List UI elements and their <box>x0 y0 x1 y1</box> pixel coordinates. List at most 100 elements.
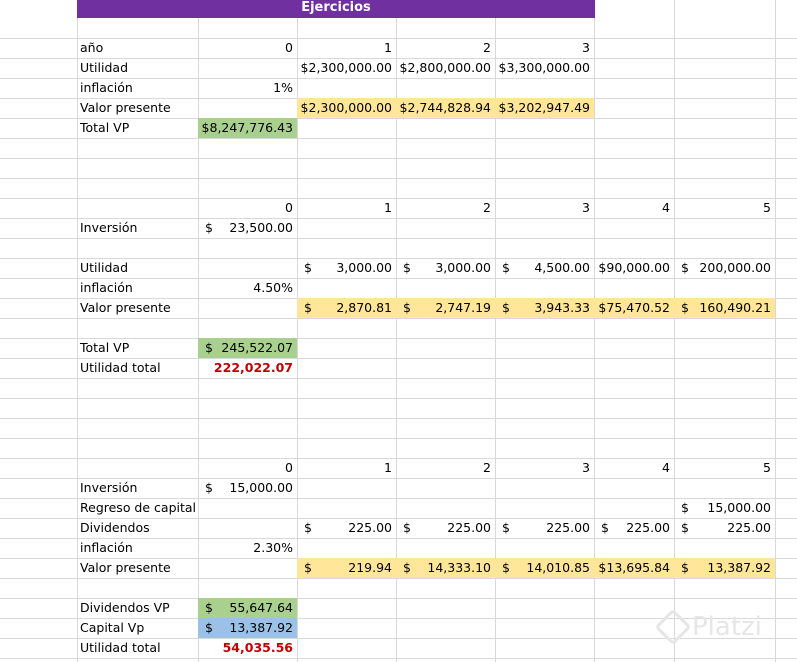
year-header-cell[interactable]: 2 <box>483 40 491 55</box>
currency-symbol: $ <box>681 500 689 515</box>
amount: 14,333.10 <box>427 560 491 575</box>
present-value-cell[interactable]: $2,744,828.94 <box>396 98 495 118</box>
investment-cell[interactable]: $15,000.00 <box>198 478 297 498</box>
dividends-vp-cell[interactable]: $55,647.64 <box>198 598 297 618</box>
label-cell[interactable]: Inversión <box>80 220 138 235</box>
value-cell[interactable]: $3,000.00 <box>396 258 495 278</box>
value-cell[interactable]: $4,500.00 <box>495 258 594 278</box>
year-header-cell[interactable]: 0 <box>285 460 293 475</box>
label-cell[interactable]: Utilidad <box>80 60 128 75</box>
inflation-cell[interactable]: 4.50% <box>253 280 293 295</box>
gridline <box>198 0 199 662</box>
gridline <box>0 478 797 479</box>
year-header-cell[interactable]: 4 <box>662 460 670 475</box>
year-header-cell[interactable]: 2 <box>483 460 491 475</box>
total-profit-cell[interactable]: 222,022.07 <box>213 360 293 375</box>
capital-vp-cell[interactable]: $13,387.92 <box>198 618 297 638</box>
year-header-cell[interactable]: 1 <box>384 460 392 475</box>
gridline <box>0 578 797 579</box>
label-cell[interactable]: inflación <box>80 280 133 295</box>
gridline <box>0 518 797 519</box>
label-cell[interactable]: Valor presente <box>80 560 171 575</box>
gridline <box>297 0 298 662</box>
year-header-cell[interactable]: 2 <box>483 200 491 215</box>
currency-symbol: $ <box>502 520 510 535</box>
present-value-cell[interactable]: $2,870.81 <box>297 298 396 318</box>
amount: 225.00 <box>546 520 590 535</box>
label-cell[interactable]: Valor presente <box>80 100 171 115</box>
gridline <box>594 0 595 662</box>
present-value-cell[interactable]: $13,387.92 <box>674 558 775 578</box>
present-value-cell[interactable]: $2,747.19 <box>396 298 495 318</box>
currency-symbol: $ <box>502 300 510 315</box>
value-cell[interactable]: $225.00 <box>674 518 775 538</box>
present-value-cell[interactable]: $219.94 <box>297 558 396 578</box>
label-cell[interactable]: Inversión <box>80 480 138 495</box>
year-header-cell[interactable]: 0 <box>285 40 293 55</box>
label-cell[interactable]: inflación <box>80 540 133 555</box>
currency-symbol: $ <box>205 620 213 635</box>
year-header-cell[interactable]: 3 <box>582 40 590 55</box>
label-cell[interactable]: Regreso de capital <box>80 500 197 515</box>
present-value-cell[interactable]: $2,300,000.00 <box>297 98 396 118</box>
title-cell[interactable]: Ejercicios <box>77 0 595 18</box>
amount: 2,747.19 <box>435 300 491 315</box>
currency-symbol: $ <box>681 520 689 535</box>
label-cell[interactable]: Capital Vp <box>80 620 145 635</box>
total-vp-cell[interactable]: $245,522.07 <box>198 338 297 358</box>
currency-symbol: $ <box>304 560 312 575</box>
year-header-cell[interactable]: 4 <box>662 200 670 215</box>
label-cell[interactable]: Valor presente <box>80 300 171 315</box>
value-cell[interactable]: $225.00 <box>594 518 674 538</box>
label-cell[interactable]: Utilidad <box>80 260 128 275</box>
total-vp-cell[interactable]: $8,247,776.43 <box>198 118 297 138</box>
gridline <box>0 58 797 59</box>
present-value-cell[interactable]: $3,943.33 <box>495 298 594 318</box>
value-cell[interactable]: $225.00 <box>495 518 594 538</box>
label-cell[interactable]: Utilidad total <box>80 360 161 375</box>
amount: 225.00 <box>626 520 670 535</box>
label-cell[interactable]: Dividendos <box>80 520 150 535</box>
gridline <box>0 258 797 259</box>
present-value-cell[interactable]: $160,490.21 <box>674 298 775 318</box>
label-cell[interactable]: año <box>80 40 104 55</box>
label-cell[interactable]: Total VP <box>80 340 130 355</box>
investment-cell[interactable]: $23,500.00 <box>198 218 297 238</box>
label-cell[interactable]: Dividendos VP <box>80 600 170 615</box>
present-value-cell[interactable]: $75,470.52 <box>594 298 674 318</box>
year-header-cell[interactable]: 1 <box>384 200 392 215</box>
currency-symbol: $ <box>502 260 510 275</box>
value-cell[interactable]: $2,300,000.00 <box>300 60 392 75</box>
year-header-cell[interactable]: 5 <box>763 200 771 215</box>
total-profit-cell[interactable]: 54,035.56 <box>222 640 293 655</box>
inflation-cell[interactable]: 1% <box>273 80 293 95</box>
year-header-cell[interactable]: 0 <box>285 200 293 215</box>
value-cell[interactable]: $90,000.00 <box>598 260 670 275</box>
value-cell[interactable]: $3,000.00 <box>297 258 396 278</box>
gridline <box>0 598 797 599</box>
year-header-cell[interactable]: 3 <box>582 460 590 475</box>
value-cell[interactable]: $3,300,000.00 <box>498 60 590 75</box>
value-cell[interactable]: $200,000.00 <box>674 258 775 278</box>
platzi-logo-icon <box>654 608 692 646</box>
present-value-cell[interactable]: $14,010.85 <box>495 558 594 578</box>
label-cell[interactable]: Utilidad total <box>80 640 161 655</box>
gridline <box>0 658 797 659</box>
present-value-cell[interactable]: $14,333.10 <box>396 558 495 578</box>
year-header-cell[interactable]: 5 <box>763 460 771 475</box>
present-value-cell[interactable]: $13,695.84 <box>594 558 674 578</box>
inflation-cell[interactable]: 2.30% <box>253 540 293 555</box>
gridline <box>77 0 78 662</box>
gridline <box>0 618 797 619</box>
present-value-cell[interactable]: $3,202,947.49 <box>495 98 594 118</box>
value-cell[interactable]: $225.00 <box>396 518 495 538</box>
label-cell[interactable]: Total VP <box>80 120 130 135</box>
capital-return-cell[interactable]: $15,000.00 <box>674 498 775 518</box>
year-header-cell[interactable]: 3 <box>582 200 590 215</box>
gridline <box>0 118 797 119</box>
amount: 225.00 <box>727 520 771 535</box>
value-cell[interactable]: $2,800,000.00 <box>399 60 491 75</box>
label-cell[interactable]: inflación <box>80 80 133 95</box>
year-header-cell[interactable]: 1 <box>384 40 392 55</box>
value-cell[interactable]: $225.00 <box>297 518 396 538</box>
